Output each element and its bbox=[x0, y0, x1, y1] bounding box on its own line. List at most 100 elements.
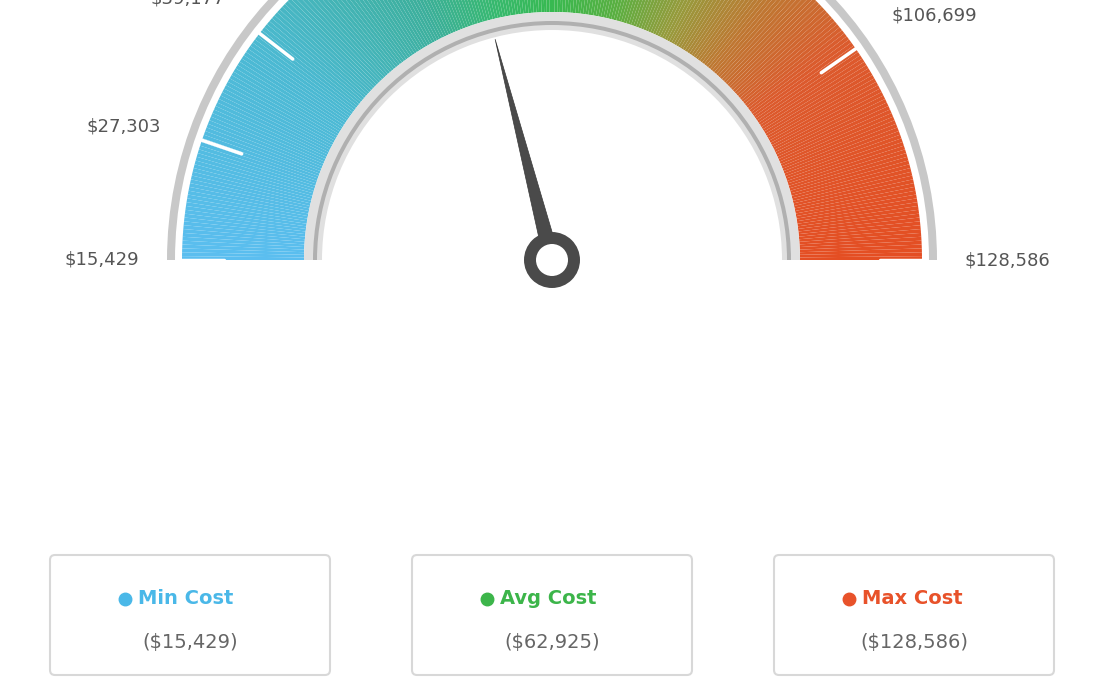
Wedge shape bbox=[184, 217, 306, 234]
Wedge shape bbox=[779, 113, 893, 164]
Wedge shape bbox=[799, 225, 921, 239]
Text: Avg Cost: Avg Cost bbox=[500, 589, 596, 608]
Wedge shape bbox=[184, 210, 306, 229]
Wedge shape bbox=[552, 0, 556, 12]
Wedge shape bbox=[288, 0, 376, 86]
Wedge shape bbox=[689, 0, 760, 55]
Wedge shape bbox=[367, 0, 431, 46]
Wedge shape bbox=[799, 244, 922, 253]
Wedge shape bbox=[622, 0, 659, 23]
Wedge shape bbox=[319, 0, 397, 67]
Wedge shape bbox=[742, 21, 837, 102]
Wedge shape bbox=[183, 225, 305, 239]
Wedge shape bbox=[788, 149, 906, 188]
Wedge shape bbox=[190, 179, 310, 208]
Wedge shape bbox=[800, 256, 922, 260]
Wedge shape bbox=[581, 0, 598, 14]
Wedge shape bbox=[506, 0, 523, 14]
Wedge shape bbox=[778, 110, 892, 161]
Wedge shape bbox=[412, 0, 460, 30]
Wedge shape bbox=[167, 0, 937, 260]
Wedge shape bbox=[192, 172, 311, 204]
Wedge shape bbox=[760, 59, 864, 127]
Wedge shape bbox=[540, 0, 546, 12]
Wedge shape bbox=[710, 0, 790, 70]
Wedge shape bbox=[222, 88, 332, 148]
Wedge shape bbox=[338, 0, 411, 58]
FancyBboxPatch shape bbox=[774, 555, 1054, 675]
Wedge shape bbox=[680, 0, 747, 49]
Wedge shape bbox=[437, 0, 478, 24]
Wedge shape bbox=[182, 253, 304, 257]
Wedge shape bbox=[224, 85, 333, 145]
Wedge shape bbox=[237, 61, 342, 129]
Wedge shape bbox=[426, 0, 470, 27]
Wedge shape bbox=[445, 0, 482, 23]
Wedge shape bbox=[529, 0, 539, 12]
Wedge shape bbox=[728, 0, 816, 86]
Wedge shape bbox=[774, 95, 885, 152]
Wedge shape bbox=[784, 128, 899, 174]
Wedge shape bbox=[644, 0, 692, 30]
Wedge shape bbox=[335, 0, 408, 59]
Wedge shape bbox=[442, 0, 480, 23]
Wedge shape bbox=[294, 0, 381, 83]
Wedge shape bbox=[718, 0, 803, 77]
Wedge shape bbox=[464, 0, 496, 19]
Wedge shape bbox=[189, 183, 309, 211]
Wedge shape bbox=[795, 187, 915, 213]
Wedge shape bbox=[776, 102, 889, 157]
Wedge shape bbox=[652, 0, 707, 34]
Wedge shape bbox=[235, 65, 341, 132]
Wedge shape bbox=[182, 237, 305, 247]
Wedge shape bbox=[614, 0, 648, 21]
Wedge shape bbox=[601, 0, 629, 17]
Wedge shape bbox=[684, 0, 754, 52]
Wedge shape bbox=[257, 33, 357, 110]
Wedge shape bbox=[788, 146, 905, 186]
Wedge shape bbox=[598, 0, 625, 17]
Wedge shape bbox=[350, 0, 420, 52]
Wedge shape bbox=[253, 39, 353, 115]
Wedge shape bbox=[232, 72, 339, 136]
Wedge shape bbox=[702, 0, 778, 64]
Text: $106,699: $106,699 bbox=[891, 6, 977, 24]
Wedge shape bbox=[204, 131, 319, 176]
Wedge shape bbox=[316, 0, 396, 69]
Wedge shape bbox=[182, 241, 305, 250]
Wedge shape bbox=[357, 0, 424, 49]
Wedge shape bbox=[211, 113, 325, 164]
Wedge shape bbox=[712, 0, 794, 72]
Wedge shape bbox=[453, 0, 488, 21]
Circle shape bbox=[537, 244, 567, 276]
Wedge shape bbox=[747, 33, 847, 110]
Wedge shape bbox=[341, 0, 413, 57]
Wedge shape bbox=[214, 106, 327, 159]
Text: $128,586: $128,586 bbox=[965, 251, 1051, 269]
Wedge shape bbox=[187, 198, 308, 221]
Wedge shape bbox=[524, 0, 537, 12]
Wedge shape bbox=[573, 0, 587, 13]
Wedge shape bbox=[378, 0, 437, 41]
Wedge shape bbox=[793, 168, 911, 201]
Wedge shape bbox=[208, 120, 322, 169]
Wedge shape bbox=[750, 37, 849, 112]
Wedge shape bbox=[658, 0, 713, 37]
Wedge shape bbox=[725, 0, 814, 85]
Wedge shape bbox=[746, 30, 845, 108]
Wedge shape bbox=[733, 7, 825, 92]
Text: $15,429: $15,429 bbox=[64, 251, 139, 269]
Wedge shape bbox=[416, 0, 463, 30]
Wedge shape bbox=[201, 138, 318, 181]
Wedge shape bbox=[513, 0, 529, 13]
Wedge shape bbox=[634, 0, 678, 27]
Text: ($15,429): ($15,429) bbox=[142, 633, 237, 652]
Wedge shape bbox=[626, 0, 667, 24]
Wedge shape bbox=[331, 0, 406, 61]
Wedge shape bbox=[585, 0, 606, 14]
Wedge shape bbox=[423, 0, 468, 28]
Wedge shape bbox=[631, 0, 673, 26]
Wedge shape bbox=[795, 183, 915, 211]
Wedge shape bbox=[182, 256, 304, 260]
Wedge shape bbox=[687, 0, 756, 53]
